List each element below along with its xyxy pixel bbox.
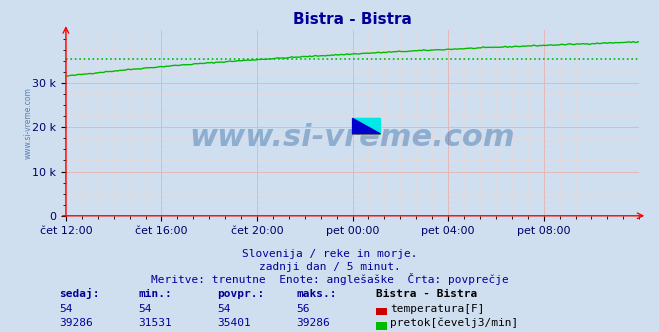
Text: min.:: min.: (138, 289, 172, 299)
Text: Bistra - Bistra: Bistra - Bistra (376, 289, 477, 299)
Text: 39286: 39286 (297, 318, 330, 328)
Text: sedaj:: sedaj: (59, 288, 100, 299)
Text: www.si-vreme.com: www.si-vreme.com (190, 123, 515, 152)
Text: 54: 54 (138, 304, 152, 314)
Text: temperatura[F]: temperatura[F] (390, 304, 484, 314)
Title: Bistra - Bistra: Bistra - Bistra (293, 12, 412, 27)
Text: Meritve: trenutne  Enote: anglešaške  Črta: povprečje: Meritve: trenutne Enote: anglešaške Črta… (151, 273, 508, 285)
Text: 39286: 39286 (59, 318, 93, 328)
Text: Slovenija / reke in morje.: Slovenija / reke in morje. (242, 249, 417, 259)
Text: 31531: 31531 (138, 318, 172, 328)
Bar (353, 119, 380, 134)
Polygon shape (353, 119, 380, 134)
Text: 56: 56 (297, 304, 310, 314)
Text: maks.:: maks.: (297, 289, 337, 299)
Polygon shape (353, 119, 380, 134)
Text: pretok[čevelj3/min]: pretok[čevelj3/min] (390, 318, 519, 328)
Text: 35401: 35401 (217, 318, 251, 328)
Text: 54: 54 (59, 304, 72, 314)
Text: 54: 54 (217, 304, 231, 314)
Text: zadnji dan / 5 minut.: zadnji dan / 5 minut. (258, 262, 401, 272)
Text: www.si-vreme.com: www.si-vreme.com (24, 87, 33, 159)
Text: povpr.:: povpr.: (217, 289, 265, 299)
